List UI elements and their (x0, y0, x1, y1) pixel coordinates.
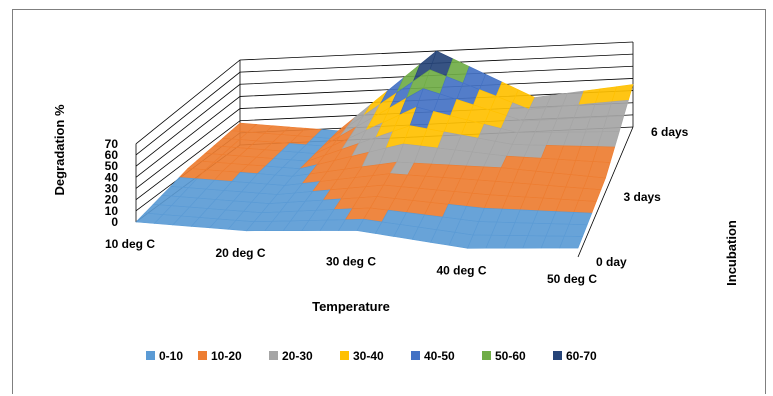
legend-label: 0-10 (159, 349, 183, 363)
x-axis-title: Temperature (312, 299, 390, 314)
x-tick-label: 50 deg C (547, 272, 597, 286)
depth-tick-label: 3 days (624, 190, 662, 204)
legend-label: 50-60 (495, 349, 526, 363)
x-tick-label: 30 deg C (326, 255, 376, 269)
legend-swatch (482, 351, 491, 360)
x-tick-label: 20 deg C (215, 246, 265, 260)
y-tick-label: 40 (105, 170, 119, 184)
legend-label: 10-20 (211, 349, 242, 363)
chart-legend: 0-10 10-20 20-30 30-40 40-50 50-60 60-70 (146, 349, 597, 363)
legend-label: 60-70 (566, 349, 597, 363)
chart-surface (135, 50, 634, 249)
y-axis-title: Degradation % (52, 104, 67, 195)
surface-patch (559, 235, 584, 249)
legend-swatch (340, 351, 349, 360)
legend-label: 40-50 (424, 349, 455, 363)
y-tick-label: 0 (111, 215, 118, 229)
x-tick-label: 10 deg C (105, 237, 155, 251)
y-tick-label: 70 (105, 137, 119, 151)
legend-label: 20-30 (282, 349, 313, 363)
y-tick-label: 20 (105, 193, 119, 207)
depth-axis-title: Incubation (724, 220, 739, 286)
legend-swatch (553, 351, 562, 360)
depth-tick-label: 0 day (596, 255, 627, 269)
y-tick-label: 50 (105, 159, 119, 173)
depth-tick-label: 6 days (651, 125, 689, 139)
legend-label: 30-40 (353, 349, 384, 363)
y-tick-label: 10 (105, 204, 119, 218)
legend-swatch (146, 351, 155, 360)
legend-swatch (269, 351, 278, 360)
x-tick-label: 40 deg C (436, 263, 486, 277)
y-tick-label: 30 (105, 181, 119, 195)
legend-swatch (411, 351, 420, 360)
y-tick-label: 60 (105, 148, 119, 162)
floor-edge (577, 126, 634, 258)
legend-swatch (198, 351, 207, 360)
